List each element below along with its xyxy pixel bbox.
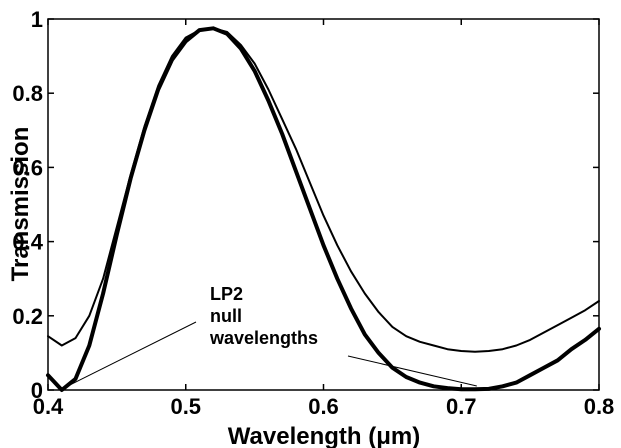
y-tick-label: 0.2 [12, 304, 43, 329]
series-group [46, 26, 601, 392]
x-axis-ticks: 0.4 0.5 0.6 0.7 0.8 [33, 19, 615, 419]
annotation-pointer-left [65, 321, 197, 388]
series-line-thick [46, 26, 601, 392]
series-line-thin [47, 27, 600, 353]
y-tick-label: 0.8 [12, 81, 43, 106]
annotation-text: null [210, 306, 242, 326]
x-tick-label: 0.6 [308, 394, 339, 419]
annotation-pointer-right [347, 355, 477, 387]
y-axis-ticks: 0 0.2 0.4 0.6 0.8 1 [12, 7, 599, 403]
y-tick-label: 0.4 [12, 230, 43, 255]
y-tick-label: 1 [31, 7, 43, 32]
x-tick-label: 0.4 [33, 394, 64, 419]
x-axis-label: Wavelength (μm) [228, 423, 420, 448]
x-tick-label: 0.5 [170, 394, 201, 419]
x-tick-label: 0.8 [584, 394, 615, 419]
y-tick-label: 0 [31, 378, 43, 403]
annotation-text: LP2 [210, 284, 243, 304]
annotation-text: wavelengths [209, 328, 318, 348]
y-axis-label: Transmission [7, 127, 34, 282]
x-tick-label: 0.7 [446, 394, 477, 419]
plot-area-frame [47, 18, 600, 391]
y-tick-label: 0.6 [12, 155, 43, 180]
